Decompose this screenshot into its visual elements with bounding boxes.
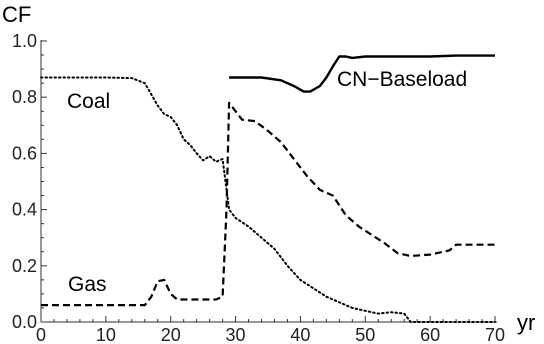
series-label-gas: Gas	[68, 273, 107, 296]
series-line-coal	[40, 76, 496, 323]
series-line-gas	[41, 101, 495, 307]
x-tick-label: 30	[226, 325, 246, 344]
series-layer	[40, 54, 496, 323]
y-tick-label: 0.8	[12, 87, 37, 107]
x-tick-label: 10	[96, 325, 116, 344]
y-axis-title: CF	[2, 2, 31, 27]
y-tick-label: 1.0	[12, 31, 37, 51]
x-tick-label: 50	[355, 325, 375, 344]
series-line-cn-baseload	[229, 54, 495, 93]
y-tick-label: 0.4	[12, 200, 37, 220]
x-tick-label: 70	[485, 325, 505, 344]
axes: 0 10 20 30 40 50 60 70 0.0 0.2 0.4 0.6 0.8 1.0	[12, 31, 505, 344]
y-tick-label: 0.2	[12, 256, 37, 276]
x-tick-label: 40	[290, 325, 310, 344]
y-tick-label: 0.6	[12, 143, 37, 163]
y-tick-label: 0.0	[12, 312, 37, 332]
x-tick-label: 60	[420, 325, 440, 344]
x-tick-label: 0	[36, 325, 46, 344]
series-label-coal: Coal	[67, 90, 110, 113]
series-label-cn-baseload: CN−Baseload	[337, 68, 467, 91]
labels-layer: CF yr Coal Gas CN−Baseload	[2, 2, 535, 335]
x-axis-title: yr	[517, 310, 535, 335]
x-tick-label: 20	[161, 325, 181, 344]
